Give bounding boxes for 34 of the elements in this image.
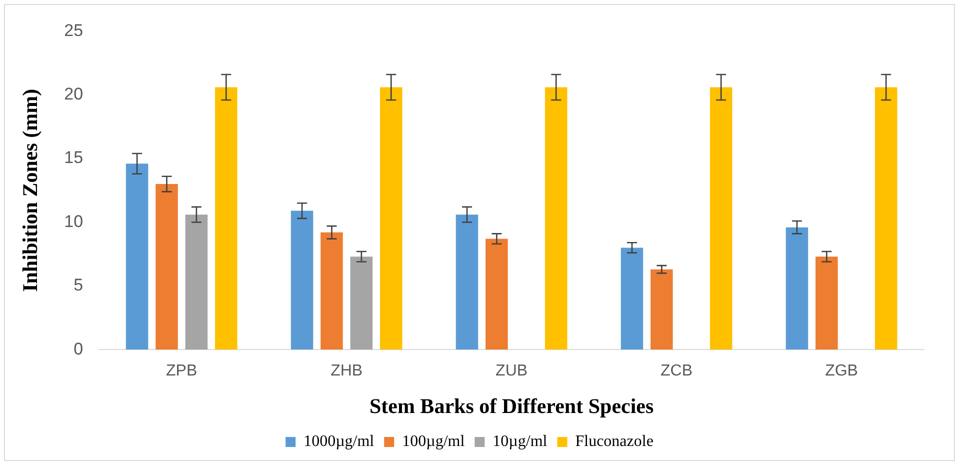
legend-label: 1000µg/ml: [304, 433, 375, 450]
bar: [650, 269, 673, 350]
x-tick-label: ZHB: [330, 362, 363, 380]
bar: [350, 256, 373, 350]
bar: [710, 87, 732, 350]
legend-label: 100µg/ml: [402, 433, 466, 450]
x-tick-label: ZCB: [660, 362, 693, 380]
bar: [126, 164, 148, 350]
bar: [380, 87, 402, 350]
bar: [290, 210, 314, 350]
bar: [786, 227, 808, 350]
y-axis-title: Inhibition Zones (mm): [18, 88, 42, 292]
y-tick-label: 15: [64, 148, 84, 168]
bar: [456, 214, 478, 350]
y-tick-label: 0: [74, 339, 84, 358]
bar: [156, 184, 178, 350]
bar: [320, 232, 343, 350]
x-axis-title: Stem Barks of Different Species: [369, 394, 654, 418]
bar: [544, 87, 568, 350]
bar: [486, 238, 508, 350]
bar: [620, 248, 644, 350]
x-tick-label: ZPB: [166, 362, 198, 380]
legend-label: Fluconazole: [575, 433, 654, 450]
legend-label: 10µg/ml: [492, 433, 548, 450]
x-tick-label: ZGB: [825, 362, 858, 380]
x-tick-label: ZUB: [496, 362, 528, 380]
y-tick-label: 5: [74, 276, 84, 295]
y-tick-label: 20: [64, 84, 84, 104]
y-tick-label: 25: [64, 20, 84, 40]
bar: [816, 256, 838, 350]
bar: [185, 214, 208, 350]
bar: [215, 87, 238, 350]
bar: [874, 87, 898, 350]
y-tick-label: 10: [64, 212, 84, 231]
